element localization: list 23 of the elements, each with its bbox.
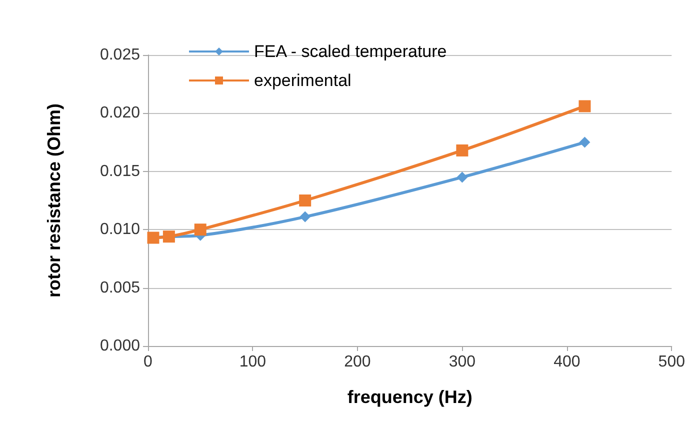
x-axis-title: frequency (Hz) xyxy=(347,387,472,407)
y-tick-label: 0.015 xyxy=(100,162,140,180)
y-tick-label: 0.025 xyxy=(100,46,140,64)
y-tick-label: 0.020 xyxy=(100,104,140,122)
point xyxy=(194,224,206,236)
x-tick-label: 500 xyxy=(658,354,686,370)
point xyxy=(456,144,468,156)
point xyxy=(299,194,312,206)
point xyxy=(578,100,591,112)
x-tick-label: 200 xyxy=(344,354,371,370)
legend-label: FEA - scaled temperature xyxy=(254,42,447,61)
y-tick-label: 0.010 xyxy=(100,221,140,238)
y-axis-title: rotor resistance (Ohm) xyxy=(44,103,64,298)
legend-label: experimental xyxy=(254,71,352,90)
x-tick-label: 300 xyxy=(448,354,476,370)
x-tick-label: 400 xyxy=(554,354,580,370)
y-tick-label: 0.000 xyxy=(100,338,140,354)
x-tick-label: 0 xyxy=(144,354,153,370)
point xyxy=(300,211,311,222)
point xyxy=(579,136,590,148)
x-tick-label: 100 xyxy=(239,354,266,370)
point xyxy=(456,172,468,183)
y-tick-label: 0.005 xyxy=(100,279,140,296)
